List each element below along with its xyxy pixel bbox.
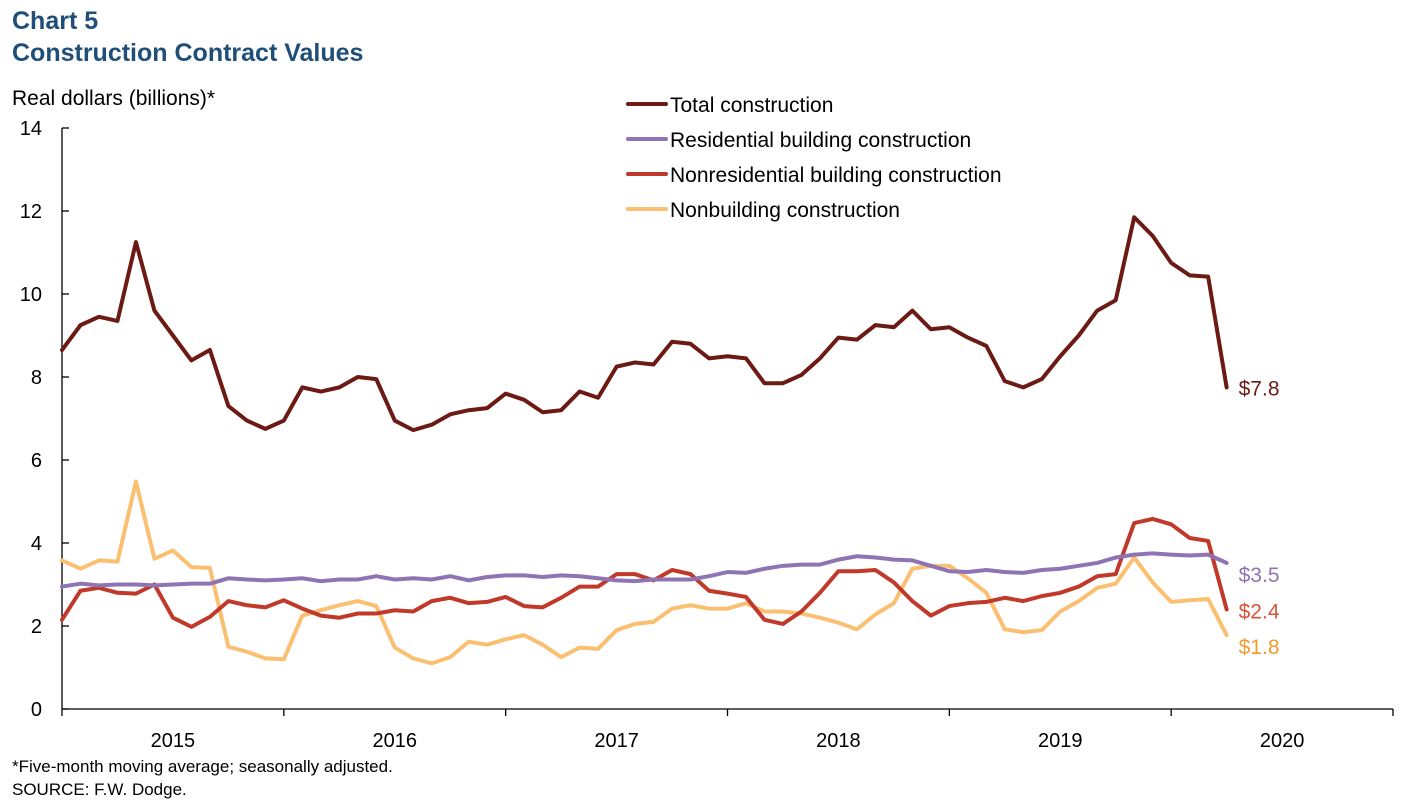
y-tick-label: 0	[31, 699, 42, 721]
series-line-1	[60, 551, 1229, 589]
y-tick-label: 8	[31, 367, 42, 389]
y-tick-label: 12	[20, 201, 42, 223]
footnote: *Five-month moving average; seasonally a…	[12, 757, 393, 776]
y-axis-unit-label: Real dollars (billions)*	[12, 87, 216, 110]
legend-label-0: Total construction	[670, 94, 833, 117]
x-tick-label: 2016	[373, 730, 418, 752]
legend-label-2: Nonresidential building construction	[670, 164, 1002, 187]
legend: Total construction Residential building c…	[626, 94, 1002, 222]
series-line-3	[60, 479, 1229, 666]
legend-label-3: Nonbuilding construction	[670, 199, 900, 222]
end-label-0: $7.8	[1239, 377, 1280, 400]
y-tick-label: 2	[31, 616, 42, 638]
axes: 0 2 4 6 8 10 12 14 2015 2016 2017 2018 2019 2020	[20, 118, 1394, 752]
y-tick-label: 10	[20, 284, 42, 306]
x-tick-label: 2020	[1260, 730, 1305, 752]
x-tick-label: 2018	[816, 730, 861, 752]
end-label-1: $3.5	[1239, 564, 1280, 587]
y-tick-label: 6	[31, 450, 42, 472]
legend-label-1: Residential building construction	[670, 129, 971, 152]
series-lines	[60, 215, 1229, 666]
source-note: SOURCE: F.W. Dodge.	[12, 780, 187, 799]
end-label-2: $2.4	[1239, 600, 1280, 623]
series-line-0	[60, 215, 1229, 433]
y-tick-label: 4	[31, 533, 42, 555]
series-line-2	[60, 516, 1229, 629]
x-tick-label: 2015	[151, 730, 196, 752]
x-tick-label: 2017	[594, 730, 639, 752]
chart-number: Chart 5	[12, 7, 99, 35]
x-tick-label: 2019	[1038, 730, 1083, 752]
end-label-3: $1.8	[1239, 636, 1280, 659]
chart-title: Construction Contract Values	[12, 39, 364, 67]
y-tick-label: 14	[20, 118, 42, 140]
end-labels: $7.8 $3.5 $2.4 $1.8	[1239, 377, 1280, 659]
